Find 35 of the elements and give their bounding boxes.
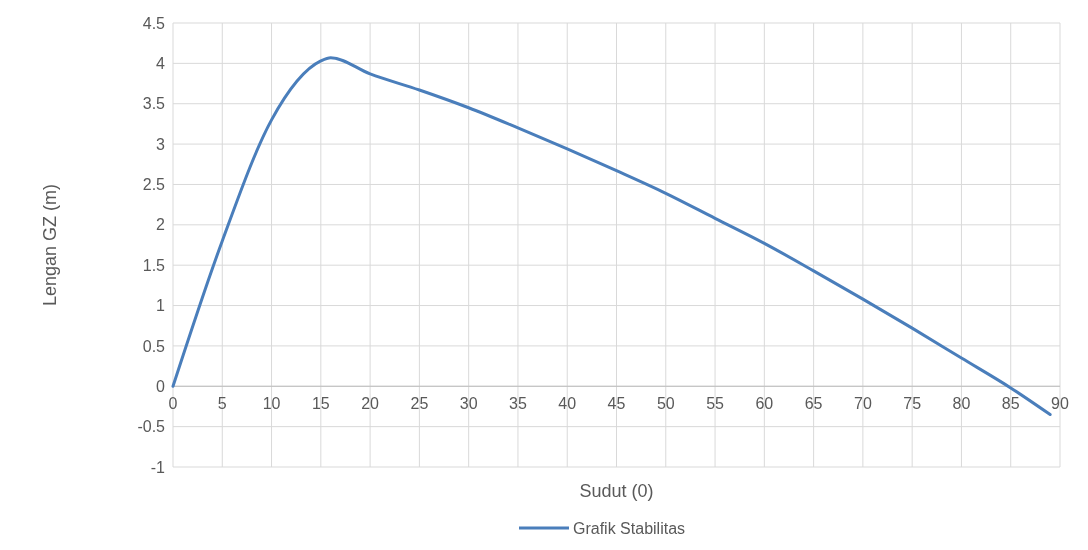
x-tick-label: 10 bbox=[262, 394, 281, 412]
x-tick-label: 35 bbox=[509, 394, 527, 412]
x-tick-label: 90 bbox=[1051, 394, 1069, 412]
x-tick-label: 70 bbox=[853, 394, 872, 412]
x-tick-label: 0 bbox=[168, 394, 178, 412]
x-tick-label: 5 bbox=[217, 394, 227, 412]
x-tick-label: 60 bbox=[755, 394, 774, 412]
y-tick-label: 4 bbox=[156, 54, 166, 72]
x-tick-label: 75 bbox=[903, 394, 922, 412]
x-tick-label: 80 bbox=[952, 394, 971, 412]
x-tick-label: 30 bbox=[459, 394, 478, 412]
y-tick-label: 0 bbox=[156, 377, 166, 395]
x-tick-label: 50 bbox=[656, 394, 675, 412]
y-tick-label: 1 bbox=[156, 297, 166, 315]
x-tick-label: 45 bbox=[607, 394, 626, 412]
x-tick-label: 40 bbox=[558, 394, 577, 412]
y-tick-label: 3 bbox=[156, 135, 166, 153]
x-tick-label: 65 bbox=[804, 394, 823, 412]
legend-label: Grafik Stabilitas bbox=[573, 519, 686, 537]
y-tick-label: 2 bbox=[156, 216, 166, 234]
y-tick-label: 1.5 bbox=[142, 256, 166, 274]
x-tick-label: 25 bbox=[410, 394, 429, 412]
x-axis-title: Sudut (0) bbox=[579, 481, 654, 501]
y-tick-label: -0.5 bbox=[137, 418, 166, 436]
y-axis-title: Lengan GZ (m) bbox=[40, 183, 60, 307]
y-tick-label: 4.5 bbox=[142, 14, 166, 32]
y-tick-label: 3.5 bbox=[142, 95, 166, 113]
line-series bbox=[171, 56, 1052, 417]
x-tick-label: 55 bbox=[706, 394, 725, 412]
y-tick-label: -1 bbox=[150, 458, 166, 476]
x-tick-label: 15 bbox=[311, 394, 330, 412]
x-tick-label: 85 bbox=[1001, 394, 1020, 412]
y-tick-label: 2.5 bbox=[142, 176, 166, 194]
y-tick-label: 0.5 bbox=[142, 337, 166, 355]
x-tick-label: 20 bbox=[361, 394, 380, 412]
